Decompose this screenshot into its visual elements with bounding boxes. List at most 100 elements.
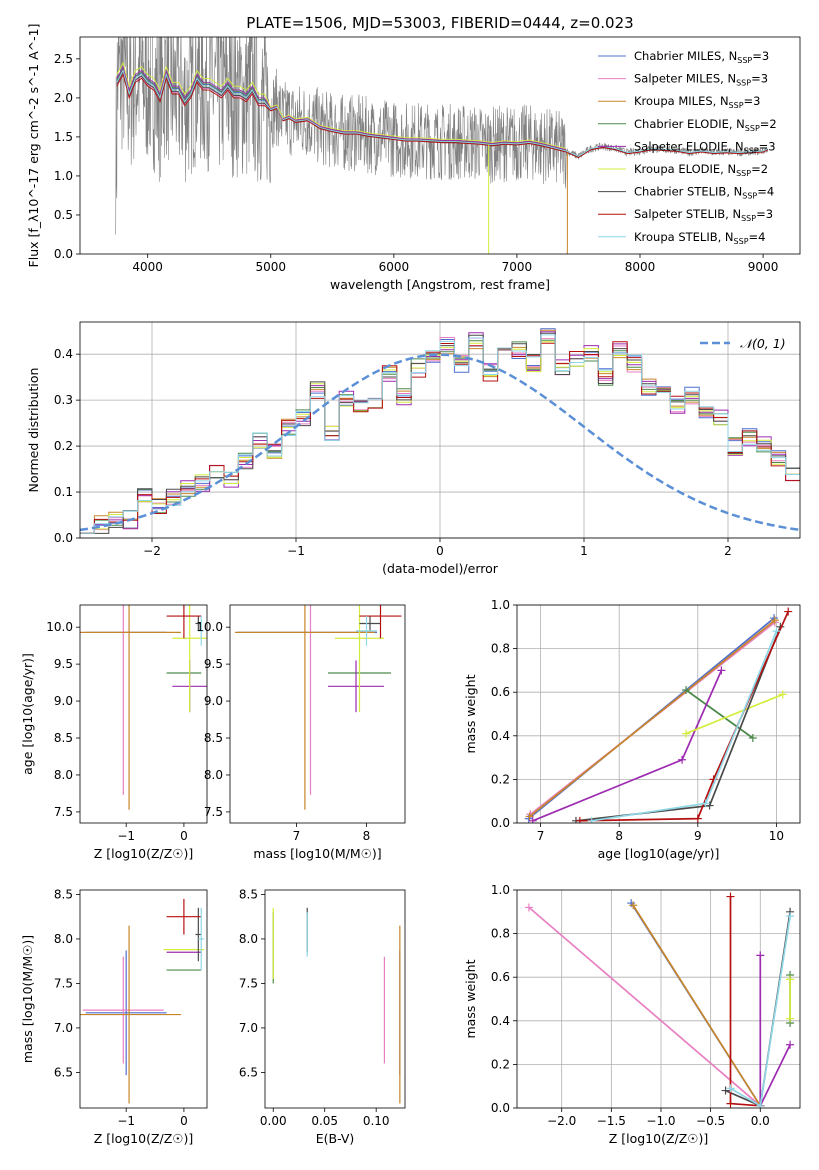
histogram-series — [80, 329, 800, 534]
x-axis-label: mass [log10(M/M☉)] — [253, 846, 381, 861]
axes-frame — [79, 36, 801, 255]
y-tick-label: 0.8 — [491, 642, 510, 656]
data-marker — [678, 755, 687, 764]
data-marker — [784, 607, 793, 616]
x-tick-label: 9 — [694, 829, 702, 843]
data-marker — [726, 1084, 735, 1093]
legend-entry: Salpeter STELIB, NSSP=3 — [634, 207, 773, 223]
plot-area — [234, 605, 402, 810]
legend-entry: Kroupa ELODIE, NSSP=2 — [634, 162, 768, 178]
legend-entry: Salpeter MILES, NSSP=3 — [634, 72, 768, 88]
data-marker — [756, 951, 765, 960]
panel-spectrum: 4000 5000 6000 7000 8000 9000 0.0 0.5 1.0 1.5 2.0 2… — [26, 24, 801, 292]
y-tick-label: 0.6 — [491, 685, 510, 699]
plot-area — [80, 328, 800, 534]
y-axis-label: mass weight — [463, 674, 478, 753]
y-tick-label: 6.5 — [54, 1065, 73, 1079]
data-marker — [717, 666, 726, 675]
x-tick-label: 10 — [769, 829, 784, 843]
histogram-series — [80, 337, 800, 534]
y-tick-label: 0.0 — [491, 1101, 510, 1115]
mass-weight-line — [759, 955, 791, 1107]
y-tick-label: 0.6 — [491, 970, 510, 984]
axes-frame — [516, 604, 801, 824]
data-marker — [587, 816, 596, 823]
x-tick-label: −1 — [287, 544, 305, 558]
y-tick-label: 0.5 — [54, 208, 73, 222]
x-axis-label: Z [log10(Z/Z☉)] — [609, 1131, 709, 1146]
y-tick-label: 2.5 — [54, 52, 73, 66]
legend-entry: Kroupa MILES, NSSP=3 — [634, 94, 760, 110]
y-tick-label: 9.0 — [204, 694, 223, 708]
plot-area — [272, 907, 401, 1104]
x-axis-label: wavelength [Angstrom, rest frame] — [330, 277, 550, 292]
x-tick-label: −1 — [117, 829, 135, 843]
y-tick-label: 0.1 — [54, 485, 73, 499]
data-marker — [726, 1099, 735, 1108]
y-tick-label: 1.0 — [54, 169, 73, 183]
axes-frame — [79, 321, 801, 539]
y-tick-label: 0.0 — [491, 816, 510, 830]
data-marker — [629, 901, 638, 910]
x-tick-label: 0 — [180, 1114, 188, 1128]
x-tick-label: 5000 — [255, 260, 286, 274]
data-marker — [682, 729, 691, 738]
y-tick-label: 6.5 — [239, 1065, 258, 1079]
x-tick-label: 8 — [363, 829, 371, 843]
legend-entry: Chabrier STELIB, NSSP=4 — [634, 185, 774, 201]
legend-entry: Salpeter ELODIE, NSSP=3 — [634, 139, 776, 155]
panel-age_vs_mass: 7 8 7.5 8.0 8.5 9.0 9.5 10.0 mass [log10(M/M☉)] — [196, 604, 406, 861]
mass-weight-line — [725, 911, 791, 1108]
x-tick-label: −1.0 — [646, 1114, 675, 1128]
y-tick-label: 8.5 — [54, 731, 73, 745]
panel-mass_vs_ebv: 0.00 0.05 0.10 6.5 7.0 7.5 8.0 8.5 E(B-V) — [239, 887, 406, 1146]
y-axis-label: mass weight — [463, 959, 478, 1038]
x-tick-label: 0.00 — [260, 1114, 287, 1128]
axes-frame — [229, 604, 406, 824]
y-tick-label: 8.5 — [54, 887, 73, 901]
axes-frame — [264, 889, 406, 1109]
data-marker — [575, 816, 584, 823]
mass-weight-line — [685, 693, 784, 735]
mass-weight-line — [575, 626, 782, 822]
x-tick-label: 0 — [180, 829, 188, 843]
histogram-series — [80, 332, 800, 534]
y-tick-label: 0.4 — [491, 729, 510, 743]
y-tick-label: 0.3 — [54, 393, 73, 407]
y-tick-label: 8.0 — [54, 932, 73, 946]
x-tick-label: 9000 — [748, 260, 779, 274]
x-tick-label: 4000 — [132, 260, 163, 274]
y-tick-label: 2.0 — [54, 91, 73, 105]
plot-area — [80, 605, 207, 810]
x-tick-label: 6000 — [379, 260, 410, 274]
histogram-series — [80, 334, 800, 534]
x-tick-label: 0 — [436, 544, 444, 558]
panel-massweight_vs_age: 7 8 9 10 0.0 0.2 0.4 0.6 0.8 1.0 age [log10(age/yr… — [463, 598, 801, 861]
y-tick-label: 1.5 — [54, 130, 73, 144]
y-tick-label: 8.0 — [239, 932, 258, 946]
x-tick-label: −2.0 — [547, 1114, 576, 1128]
model-spectrum — [116, 73, 769, 159]
y-tick-label: 7.0 — [239, 1021, 258, 1035]
x-tick-label: 7 — [537, 829, 545, 843]
legend-entry: Chabrier ELODIE, NSSP=2 — [634, 117, 777, 133]
histogram-series — [80, 341, 800, 534]
x-axis-label: age [log10(age/yr)] — [598, 846, 720, 861]
data-marker — [772, 627, 781, 636]
data-marker — [748, 733, 757, 742]
x-tick-label: 2 — [724, 544, 732, 558]
y-tick-label: 0.8 — [491, 927, 510, 941]
histogram-series — [80, 328, 800, 534]
mass-weight-line — [532, 670, 723, 822]
x-tick-label: −2 — [143, 544, 161, 558]
x-tick-label: −1.5 — [597, 1114, 626, 1128]
y-tick-label: 8.0 — [54, 768, 73, 782]
y-tick-label: 7.0 — [54, 1021, 73, 1035]
axes-frame — [79, 889, 208, 1109]
panel-age_vs_Z: −1 0 7.5 8.0 8.5 9.0 9.5 10.0 Z [log10(Z/Z☉)] age… — [20, 604, 208, 861]
axes-frame — [79, 604, 208, 824]
data-marker — [524, 903, 533, 912]
histogram-series — [80, 341, 800, 534]
y-tick-label: 9.0 — [54, 694, 73, 708]
x-tick-label: 8 — [615, 829, 623, 843]
